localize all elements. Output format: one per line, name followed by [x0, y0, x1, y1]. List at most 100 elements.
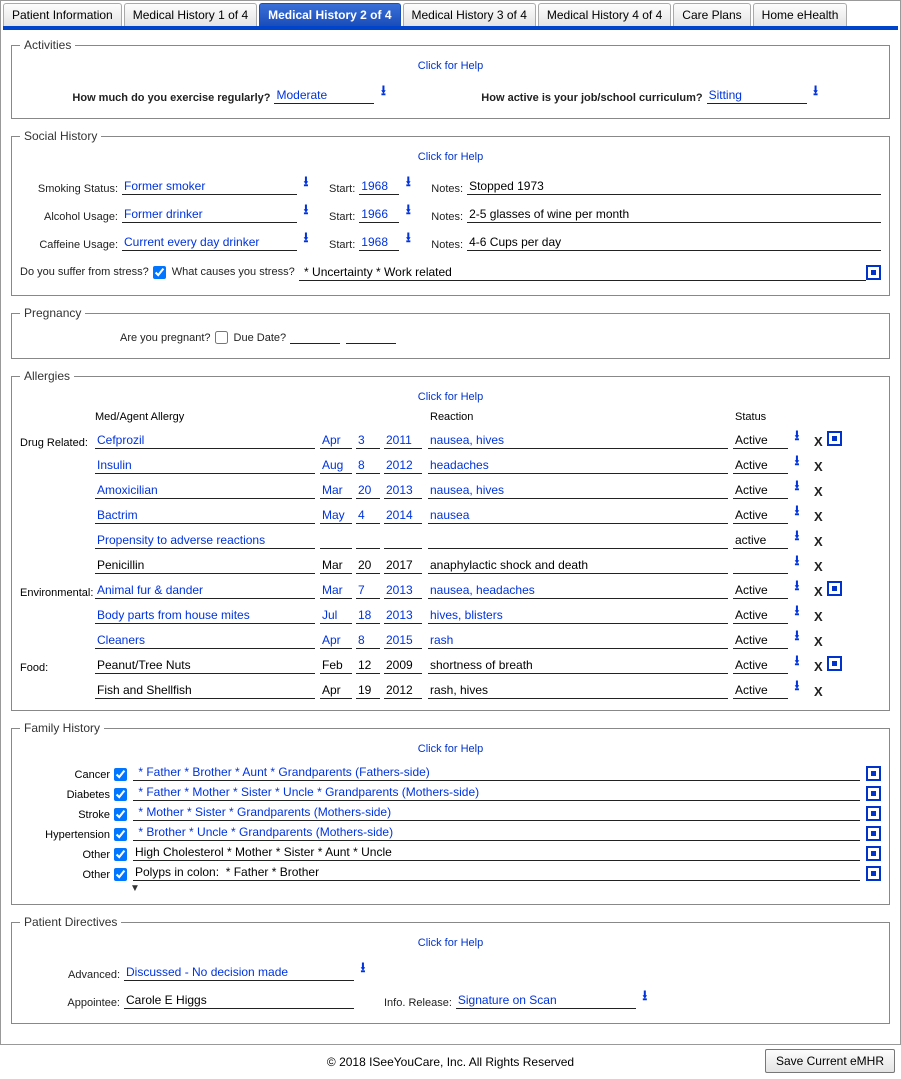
delete-icon[interactable]: X: [814, 634, 823, 649]
tab-medical-history-4-of-4[interactable]: Medical History 4 of 4: [538, 3, 671, 26]
family-value-input[interactable]: [133, 763, 860, 781]
active-input[interactable]: [707, 86, 807, 104]
allergy-reaction-input[interactable]: [428, 606, 728, 624]
download-icon[interactable]: ⭳: [638, 985, 652, 1009]
tab-care-plans[interactable]: Care Plans: [673, 3, 750, 26]
family-value-input[interactable]: [133, 803, 860, 821]
allergy-year-input[interactable]: [384, 506, 422, 524]
allergy-status-input[interactable]: [733, 431, 788, 449]
allergy-status-input[interactable]: [733, 656, 788, 674]
allergy-month-input[interactable]: [320, 556, 352, 574]
allergy-month-input[interactable]: [320, 631, 352, 649]
download-icon[interactable]: ⭳: [401, 171, 415, 195]
download-icon[interactable]: ⭳: [790, 575, 804, 599]
delete-icon[interactable]: X: [814, 509, 823, 524]
tab-medical-history-1-of-4[interactable]: Medical History 1 of 4: [124, 3, 257, 26]
download-icon[interactable]: ⭳: [790, 550, 804, 574]
save-button[interactable]: Save Current eMHR: [765, 1049, 895, 1073]
allergy-name-input[interactable]: [95, 581, 315, 599]
allergy-status-input[interactable]: [733, 556, 788, 574]
allergy-reaction-input[interactable]: [428, 656, 728, 674]
allergy-month-input[interactable]: [320, 656, 352, 674]
allergy-day-input[interactable]: [356, 656, 380, 674]
start-input[interactable]: [359, 177, 399, 195]
allergy-name-input[interactable]: [95, 681, 315, 699]
delete-icon[interactable]: X: [814, 434, 823, 449]
allergy-status-input[interactable]: [733, 606, 788, 624]
delete-icon[interactable]: X: [814, 559, 823, 574]
notes-input[interactable]: [467, 177, 881, 195]
allergy-status-input[interactable]: [733, 581, 788, 599]
download-icon[interactable]: ⭳: [356, 957, 370, 981]
allergy-name-input[interactable]: [95, 431, 315, 449]
download-icon[interactable]: ⭳: [790, 500, 804, 524]
allergy-day-input[interactable]: [356, 581, 380, 599]
allergy-day-input[interactable]: [356, 606, 380, 624]
allergy-reaction-input[interactable]: [428, 531, 728, 549]
download-icon[interactable]: ⭳: [401, 227, 415, 251]
allergy-reaction-input[interactable]: [428, 456, 728, 474]
download-icon[interactable]: ⭳: [790, 425, 804, 449]
help-link[interactable]: Click for Help: [20, 151, 881, 163]
expand-button[interactable]: [827, 656, 842, 671]
allergy-status-input[interactable]: [733, 531, 788, 549]
allergy-day-input[interactable]: [356, 506, 380, 524]
allergy-month-input[interactable]: [320, 681, 352, 699]
pregnant-checkbox[interactable]: [215, 331, 228, 344]
duedate-input-1[interactable]: [290, 326, 340, 344]
tab-medical-history-2-of-4[interactable]: Medical History 2 of 4: [259, 3, 400, 26]
delete-icon[interactable]: X: [814, 484, 823, 499]
download-icon[interactable]: ⭳: [809, 80, 823, 104]
allergy-day-input[interactable]: [356, 531, 380, 549]
delete-icon[interactable]: X: [814, 534, 823, 549]
allergy-year-input[interactable]: [384, 456, 422, 474]
stress-checkbox[interactable]: [153, 266, 166, 279]
family-checkbox[interactable]: [114, 848, 127, 861]
allergy-status-input[interactable]: [733, 481, 788, 499]
start-input[interactable]: [359, 205, 399, 223]
allergy-name-input[interactable]: [95, 481, 315, 499]
expand-button[interactable]: [866, 766, 881, 781]
help-link[interactable]: Click for Help: [20, 743, 881, 755]
allergy-name-input[interactable]: [95, 556, 315, 574]
allergy-day-input[interactable]: [356, 556, 380, 574]
allergy-name-input[interactable]: [95, 506, 315, 524]
expand-button[interactable]: [866, 826, 881, 841]
exercise-input[interactable]: [274, 86, 374, 104]
allergy-name-input[interactable]: [95, 456, 315, 474]
allergy-day-input[interactable]: [356, 631, 380, 649]
allergy-year-input[interactable]: [384, 531, 422, 549]
allergy-year-input[interactable]: [384, 681, 422, 699]
help-link[interactable]: Click for Help: [20, 60, 881, 72]
stress-causes-input[interactable]: [299, 263, 866, 281]
download-icon[interactable]: ⭳: [299, 227, 313, 251]
delete-icon[interactable]: X: [814, 684, 823, 699]
allergy-status-input[interactable]: [733, 681, 788, 699]
expand-button[interactable]: [866, 806, 881, 821]
download-icon[interactable]: ⭳: [790, 675, 804, 699]
allergy-name-input[interactable]: [95, 656, 315, 674]
advanced-input[interactable]: [124, 963, 354, 981]
expand-button[interactable]: [866, 866, 881, 881]
download-icon[interactable]: ⭳: [790, 525, 804, 549]
allergy-month-input[interactable]: [320, 481, 352, 499]
allergy-day-input[interactable]: [356, 456, 380, 474]
family-checkbox[interactable]: [114, 828, 127, 841]
expand-button[interactable]: [827, 431, 842, 446]
family-value-input[interactable]: [133, 783, 860, 801]
download-icon[interactable]: ⭳: [299, 199, 313, 223]
allergy-reaction-input[interactable]: [428, 631, 728, 649]
allergy-status-input[interactable]: [733, 456, 788, 474]
allergy-reaction-input[interactable]: [428, 431, 728, 449]
allergy-reaction-input[interactable]: [428, 581, 728, 599]
allergy-month-input[interactable]: [320, 456, 352, 474]
expand-button[interactable]: [866, 786, 881, 801]
allergy-year-input[interactable]: [384, 556, 422, 574]
tab-medical-history-3-of-4[interactable]: Medical History 3 of 4: [403, 3, 536, 26]
allergy-name-input[interactable]: [95, 606, 315, 624]
allergy-year-input[interactable]: [384, 606, 422, 624]
allergy-reaction-input[interactable]: [428, 681, 728, 699]
allergy-year-input[interactable]: [384, 481, 422, 499]
expand-button[interactable]: [827, 581, 842, 596]
duedate-input-2[interactable]: [346, 326, 396, 344]
